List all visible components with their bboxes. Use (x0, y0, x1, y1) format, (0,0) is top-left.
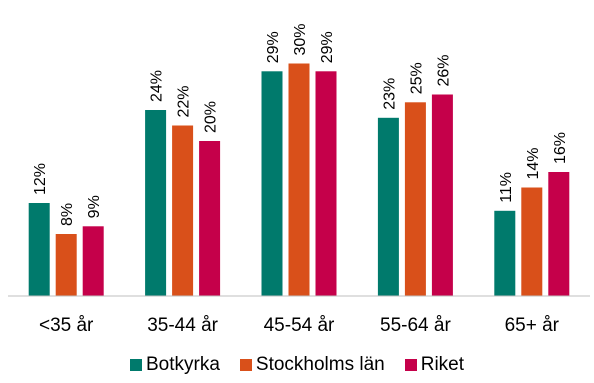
legend: Botkyrka Stockholms län Riket (0, 354, 594, 376)
x-tick-label: 65+ år (505, 315, 560, 336)
bar-riket-4 (548, 172, 570, 296)
x-tick-label: 45-54 år (264, 315, 335, 336)
data-label: 16% (552, 132, 569, 164)
legend-swatch (404, 359, 417, 371)
data-label: 29% (265, 31, 282, 63)
legend-item-riket: Riket (404, 354, 465, 376)
bar-botkyrka-3 (377, 117, 399, 297)
x-tick-label: 55-64 år (380, 315, 451, 336)
bar-botkyrka-4 (494, 210, 516, 297)
data-label: 22% (176, 85, 193, 117)
data-label: 29% (319, 31, 336, 63)
data-label: 11% (498, 172, 515, 203)
data-label: 26% (435, 54, 452, 86)
legend-item-botkyrka: Botkyrka (129, 354, 220, 376)
legend-label: Stockholms län (255, 354, 385, 375)
bar-riket-0 (82, 226, 104, 297)
data-label: 14% (525, 147, 542, 179)
legend-swatch (129, 359, 142, 371)
data-label: 9% (86, 195, 103, 218)
bar-botkyrka-2 (261, 71, 283, 297)
bar-stockholms-län-0 (55, 234, 77, 296)
legend-label: Riket (420, 354, 465, 375)
plot-area: 12% 8% 9% <35 år 24% 22% 20% 35-44 år 29% 30% 29% 4… (8, 23, 590, 336)
bar-stockholms-län-2 (288, 63, 310, 296)
data-label: 24% (149, 70, 166, 102)
bar-botkyrka-1 (145, 110, 167, 296)
bar-stockholms-län-3 (404, 102, 426, 297)
legend-label: Botkyrka (145, 354, 220, 375)
data-label: 30% (292, 23, 309, 55)
bar-botkyrka-0 (28, 203, 50, 296)
data-label: 25% (408, 62, 425, 94)
x-tick-label: <35 år (39, 315, 94, 336)
data-label: 12% (32, 163, 49, 195)
data-label: 20% (203, 101, 220, 133)
bar-riket-2 (315, 71, 337, 297)
bar-riket-3 (431, 94, 453, 296)
legend-item-stockholms-län: Stockholms län (239, 354, 385, 376)
bar-riket-1 (199, 141, 221, 296)
data-label: 23% (381, 78, 398, 110)
legend-swatch (239, 359, 252, 371)
bar-stockholms-län-1 (172, 125, 194, 296)
bar-stockholms-län-4 (521, 187, 543, 296)
x-tick-label: 35-44 år (147, 315, 218, 336)
data-label: 8% (59, 203, 76, 226)
